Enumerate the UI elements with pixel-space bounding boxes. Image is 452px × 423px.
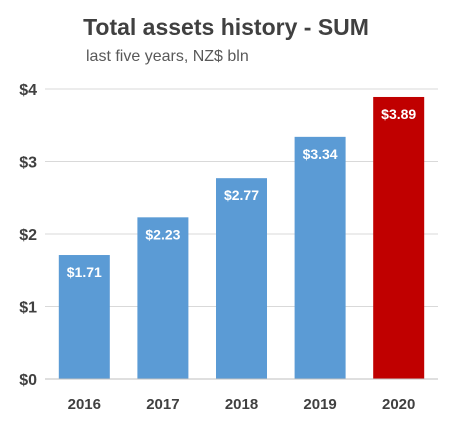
x-tick-label: 2020 (382, 396, 415, 413)
bar (373, 96, 425, 379)
bar (58, 255, 110, 379)
y-tick-label: $1 (19, 300, 37, 317)
chart-subtitle: last five years, NZ$ bln (86, 48, 249, 65)
y-tick-label: $0 (19, 372, 37, 389)
y-tick-label: $2 (19, 227, 37, 244)
data-label: $3.89 (381, 106, 416, 122)
data-label: $2.77 (224, 187, 259, 203)
x-tick-label: 2018 (225, 396, 258, 413)
bar (216, 178, 267, 379)
x-tick-label: 2017 (146, 396, 179, 413)
data-label: $1.71 (67, 264, 102, 280)
data-label: $3.34 (303, 146, 338, 162)
x-tick-label: 2019 (303, 396, 336, 413)
data-label: $2.23 (145, 226, 180, 242)
bar (137, 217, 189, 379)
chart-title: Total assets history - SUM (83, 14, 369, 40)
x-tick-label: 2016 (68, 396, 101, 413)
y-tick-label: $4 (19, 82, 37, 99)
y-tick-label: $3 (19, 155, 37, 172)
bar (294, 136, 346, 379)
